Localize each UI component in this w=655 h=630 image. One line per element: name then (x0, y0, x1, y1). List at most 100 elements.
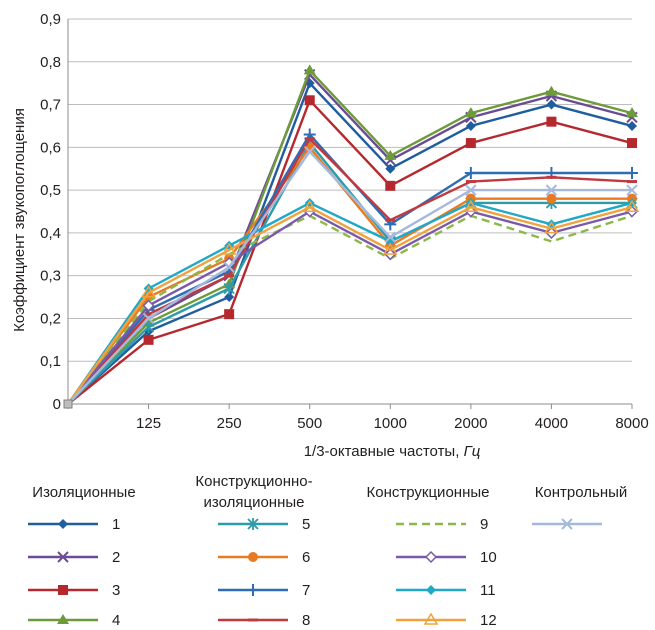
data-point (58, 519, 68, 529)
y-tick-label: 0,9 (40, 11, 61, 28)
x-tick-label: 4000 (535, 415, 568, 432)
legend-label: 8 (302, 612, 310, 629)
data-point (545, 184, 558, 196)
series-line (67, 141, 632, 405)
axes (67, 19, 633, 409)
legend-label: 2 (112, 549, 120, 566)
x-axis-label-main: 1/3-октавные частоты, (304, 443, 464, 460)
data-point (627, 138, 637, 149)
data-point (424, 550, 438, 564)
x-tick-labels: 125 250 500 1000 2000 4000 8000 (136, 415, 649, 432)
data-point (384, 149, 397, 160)
legend-title-insulating: Изоляционные (32, 484, 135, 501)
legend-item-11: 11 (396, 582, 496, 599)
data-point (627, 120, 637, 131)
data-point (58, 585, 68, 595)
legend-item-8: 8 (218, 612, 310, 629)
legend-title-structural: Конструкционные (367, 484, 490, 501)
data-point (223, 282, 235, 295)
data-point (545, 85, 558, 96)
legend-item-5: 5 (218, 516, 310, 533)
legend-label: 3 (112, 582, 120, 599)
data-point (465, 120, 476, 131)
y-tick-labels: 0 0,1 0,2 0,3 0,4 0,5 0,6 0,7 0,8 0,9 (40, 11, 61, 413)
data-point (223, 261, 235, 273)
series-line (67, 99, 633, 405)
series-1 (63, 78, 637, 409)
gridlines (68, 18, 632, 362)
y-tick-label: 0,5 (40, 182, 61, 199)
legend-item-4: 4 (28, 612, 120, 629)
data-point (304, 95, 315, 106)
data-point (464, 167, 477, 179)
y-axis-label: Коэффициент звукопоглощения (11, 108, 28, 332)
series-lines (63, 64, 640, 409)
legend-item-9: 9 (396, 516, 488, 533)
legend-label: 4 (112, 612, 120, 629)
data-point (546, 116, 557, 127)
series-line (67, 210, 633, 405)
data-point (546, 193, 557, 204)
series-line (67, 201, 633, 405)
series-line (67, 150, 632, 405)
legend-title-struct-insulating-line2: изоляционные (204, 494, 305, 511)
x-tick-label: 1000 (374, 415, 407, 432)
data-point (221, 242, 237, 255)
data-point (463, 199, 479, 212)
data-point (141, 285, 156, 298)
data-point (626, 167, 638, 179)
legend-item-6: 6 (218, 549, 310, 566)
legend-label: 10 (480, 549, 497, 566)
series-line (67, 206, 633, 405)
x-tick-label: 250 (217, 415, 242, 432)
data-point (248, 552, 258, 562)
legend-label: 12 (480, 612, 497, 629)
y-tick-label: 0,1 (40, 353, 61, 370)
data-point (247, 584, 259, 596)
x-axis-label: 1/3-октавные частоты, Гц (304, 443, 481, 460)
data-point (303, 64, 316, 75)
legend-label: 7 (302, 582, 310, 599)
series-control (63, 145, 638, 409)
data-point (546, 99, 557, 110)
data-point (465, 138, 476, 149)
series-8 (63, 137, 637, 409)
data-point (57, 614, 69, 624)
legend-label: 9 (480, 516, 488, 533)
legend-title-struct-insulating-line1: Конструкционно- (195, 473, 312, 490)
data-point (142, 299, 155, 312)
data-point (57, 551, 69, 563)
legend-item-1: 1 (28, 516, 120, 533)
series-line (67, 69, 633, 405)
data-point (304, 145, 316, 158)
series-line (67, 73, 633, 405)
data-point (63, 399, 73, 409)
legend-item-3: 3 (28, 582, 120, 599)
data-point (384, 231, 396, 243)
data-point (544, 221, 559, 234)
series-line (67, 137, 633, 405)
x-axis-label-unit: Гц (464, 443, 481, 460)
legend-label: 1 (112, 516, 120, 533)
data-point (224, 309, 235, 320)
y-tick-label: 0 (53, 396, 61, 413)
data-point (624, 199, 640, 212)
y-tick-label: 0,3 (40, 268, 61, 285)
data-point (626, 184, 638, 196)
y-tick-label: 0,2 (40, 310, 61, 327)
legend-item-10: 10 (396, 549, 497, 566)
legend-label: 6 (302, 549, 310, 566)
legend-title-control: Контрольный (535, 484, 628, 501)
series-7 (63, 128, 638, 409)
data-point (465, 184, 477, 196)
data-point (423, 612, 439, 625)
legend-item-7: 7 (218, 582, 310, 599)
x-tick-label: 500 (297, 415, 322, 432)
data-point (385, 163, 396, 174)
legend-label: 5 (302, 516, 310, 533)
y-tick-label: 0,8 (40, 54, 61, 71)
data-point (224, 292, 235, 303)
series-line (67, 214, 633, 405)
